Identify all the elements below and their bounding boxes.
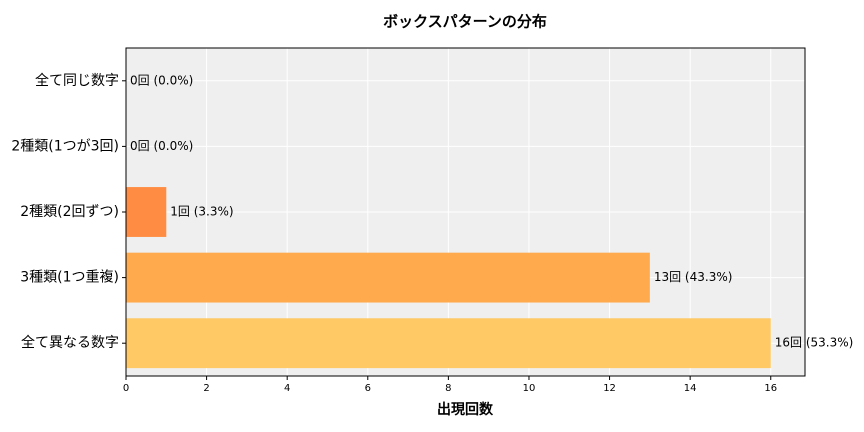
x-tick-label: 10 — [523, 383, 536, 394]
bar — [126, 187, 167, 237]
x-tick-label: 12 — [603, 383, 616, 394]
x-tick-label: 14 — [684, 383, 697, 394]
y-tick-label: 全て同じ数字 — [35, 72, 119, 89]
chart-title: ボックスパターンの分布 — [383, 13, 547, 31]
value-label: 1回 (3.3%) — [170, 205, 233, 219]
x-tick-label: 0 — [123, 383, 129, 394]
bar — [126, 318, 771, 369]
x-tick-label: 16 — [764, 383, 777, 394]
y-tick-label: 3種類(1つ重複) — [20, 269, 119, 286]
value-label: 0回 (0.0%) — [130, 139, 193, 153]
plot-frame — [125, 47, 806, 377]
x-tick-label: 6 — [365, 383, 371, 394]
y-tick-label: 2種類(1つが3回) — [11, 138, 119, 154]
bar — [126, 252, 650, 303]
value-label: 13回 (43.3%) — [654, 270, 733, 284]
x-tick-label: 2 — [203, 383, 209, 394]
y-tick-label: 2種類(2回ずつ) — [20, 204, 119, 220]
value-label: 16回 (53.3%) — [775, 336, 854, 350]
y-tick-label: 全て異なる数字 — [21, 334, 119, 351]
x-axis-label: 出現回数 — [437, 401, 494, 418]
x-tick-label: 8 — [445, 383, 451, 394]
value-label: 0回 (0.0%) — [130, 73, 193, 87]
x-tick-label: 4 — [284, 383, 290, 394]
